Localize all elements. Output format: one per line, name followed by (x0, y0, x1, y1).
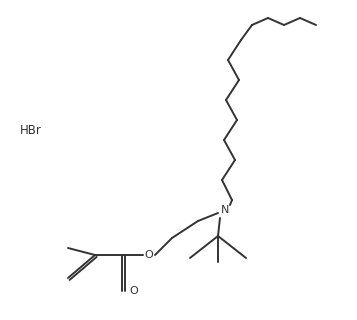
Text: O: O (130, 286, 139, 296)
Text: O: O (145, 250, 154, 260)
Text: HBr: HBr (20, 124, 42, 137)
Text: N: N (221, 205, 229, 215)
